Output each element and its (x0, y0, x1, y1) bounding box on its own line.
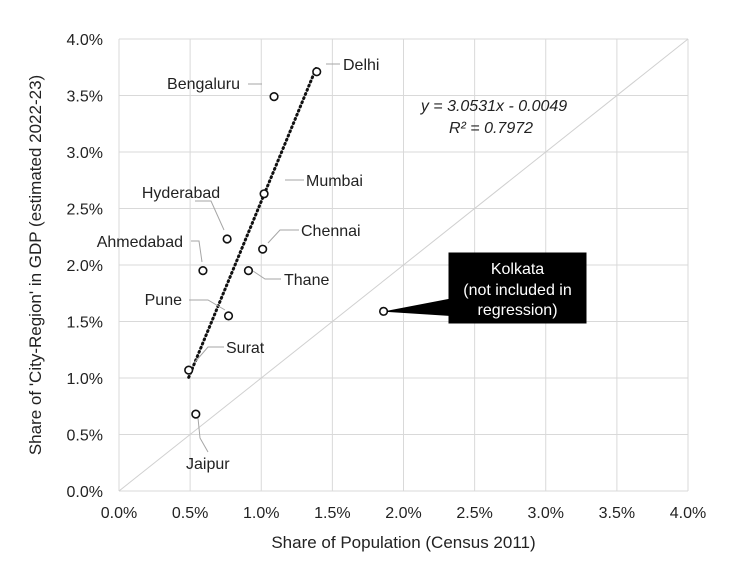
leader-chennai (267, 229, 299, 244)
point-label-delhi: Delhi (343, 57, 379, 74)
leader-hyderabad (195, 200, 225, 231)
callout-note-line2: regression) (477, 302, 557, 319)
callout-box (386, 252, 587, 324)
point-labels: Delhi Bengaluru Mumbai Hyderabad Chennai Ahme… (97, 57, 380, 473)
y-tick-label: 1.0% (67, 371, 103, 388)
point-bengaluru (269, 92, 279, 102)
x-tick-label: 3.5% (599, 505, 635, 522)
point-label-hyderabad: Hyderabad (142, 185, 220, 202)
x-tick-label: 4.0% (670, 505, 706, 522)
y-axis-title: Share of 'City-Region' in GDP (estimated… (26, 75, 45, 455)
point-hyderabad (222, 234, 232, 244)
point-thane (243, 266, 254, 276)
x-tick-label: 2.5% (456, 505, 492, 522)
point-label-mumbai: Mumbai (306, 173, 363, 190)
callout-label: Kolkata (491, 261, 544, 278)
x-tick-labels: 0.0% 0.5% 1.0% 1.5% 2.0% 2.5% 3.0% 3.5% 4.0% (101, 505, 706, 522)
reference-line-y-equals-x (118, 38, 689, 492)
trendline-group (187, 65, 319, 379)
trendline-equation: y = 3.0531x - 0.0049 (420, 98, 567, 115)
y-tick-labels: 0.0% 0.5% 1.0% 1.5% 2.0% 2.5% 3.0% 3.5% 4.0% (67, 32, 103, 501)
leader-ahmedabad (191, 240, 203, 263)
kolkata-callout: Kolkata (not included in regression) (386, 252, 587, 324)
point-label-pune: Pune (145, 292, 182, 309)
label-leaders (189, 63, 340, 453)
y-tick-label: 1.5% (67, 315, 103, 332)
y-tick-label: 0.5% (67, 428, 103, 445)
point-kolkata (378, 306, 389, 316)
point-ahmedabad (198, 266, 208, 276)
x-tick-label: 0.0% (101, 505, 137, 522)
data-points (184, 67, 389, 419)
y-tick-label: 4.0% (67, 32, 103, 49)
y-tick-label: 2.0% (67, 258, 103, 275)
point-delhi (312, 67, 322, 77)
x-tick-label: 1.0% (243, 505, 279, 522)
callout-note: (not included in (463, 282, 572, 299)
point-surat (184, 365, 194, 375)
x-axis-title: Share of Population (Census 2011) (271, 533, 535, 552)
leader-thane (252, 270, 281, 280)
reference-line (118, 38, 689, 492)
y-tick-label: 2.5% (67, 202, 103, 219)
point-pune (223, 311, 234, 321)
trendline (187, 65, 319, 379)
point-mumbai (259, 189, 269, 199)
leader-surat (194, 346, 224, 363)
trendline-r-squared: R² = 0.7972 (449, 120, 533, 137)
point-label-jaipur: Jaipur (186, 456, 230, 473)
leader-pune (189, 299, 226, 311)
point-label-surat: Surat (226, 340, 265, 357)
point-label-bengaluru: Bengaluru (167, 76, 240, 93)
leader-jaipur (197, 417, 209, 453)
x-tick-label: 2.0% (385, 505, 421, 522)
y-tick-label: 0.0% (67, 484, 103, 501)
point-label-chennai: Chennai (301, 223, 361, 240)
y-tick-label: 3.5% (67, 89, 103, 106)
x-tick-label: 3.0% (528, 505, 564, 522)
x-tick-label: 0.5% (172, 505, 208, 522)
point-label-ahmedabad: Ahmedabad (97, 234, 183, 251)
point-jaipur (191, 409, 201, 419)
y-tick-label: 3.0% (67, 145, 103, 162)
x-tick-label: 1.5% (314, 505, 350, 522)
point-label-thane: Thane (284, 272, 329, 289)
point-chennai (258, 244, 268, 254)
